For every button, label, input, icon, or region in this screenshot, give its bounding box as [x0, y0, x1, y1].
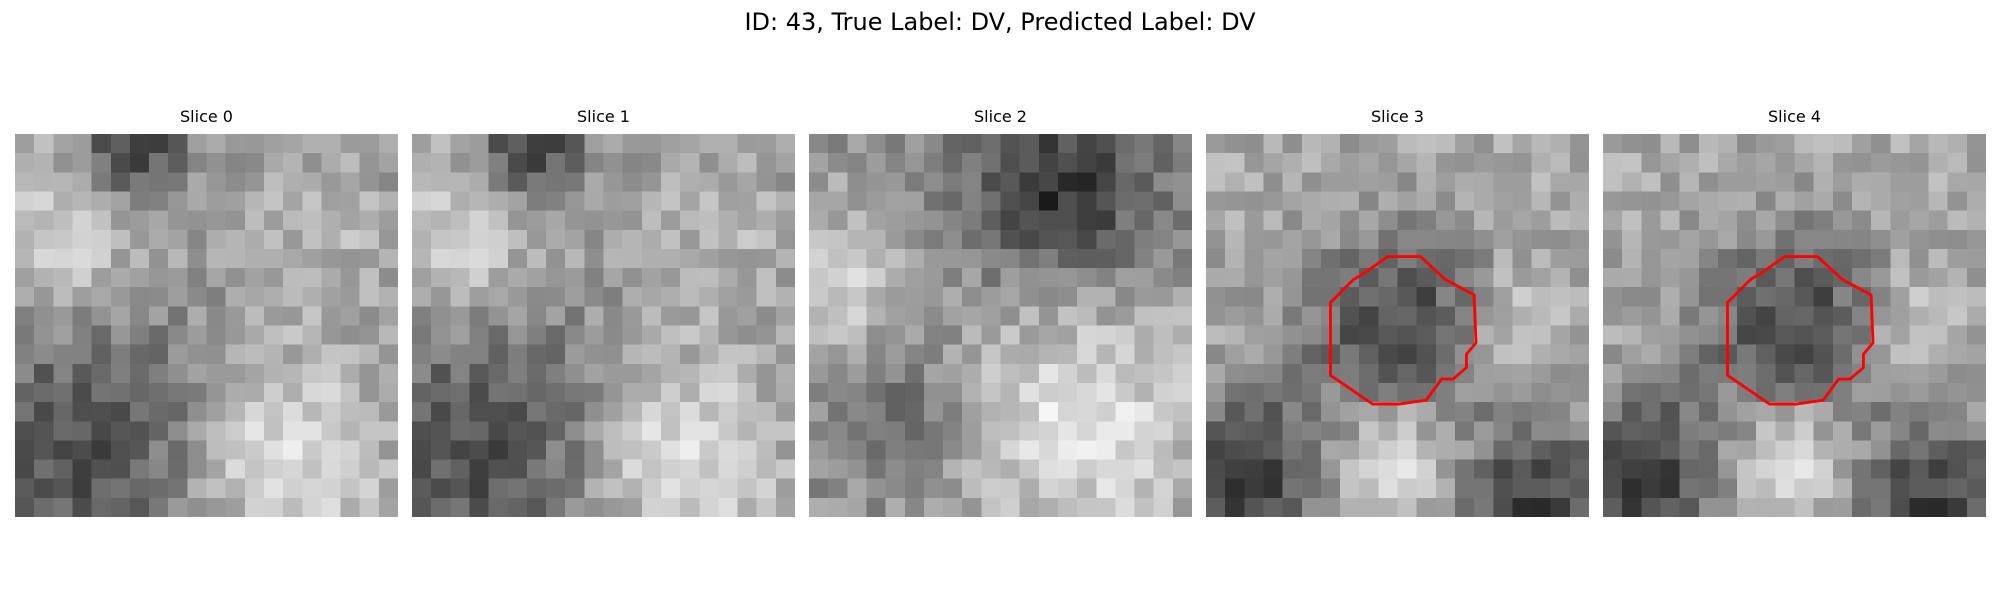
segmentation-contour [1329, 255, 1478, 406]
slice-title: Slice 4 [1768, 107, 1821, 126]
slice-panel-1: Slice 1 [412, 106, 795, 517]
slice-image [809, 134, 1192, 517]
slice-image [412, 134, 795, 517]
slice-panel-0: Slice 0 [15, 106, 398, 517]
slice-title: Slice 1 [577, 107, 630, 126]
slice-image [15, 134, 398, 517]
figure-title: ID: 43, True Label: DV, Predicted Label:… [744, 8, 1256, 36]
slice-title: Slice 0 [180, 107, 233, 126]
slice-image [1206, 134, 1589, 517]
slice-image [1603, 134, 1986, 517]
slice-title: Slice 2 [974, 107, 1027, 126]
slice-panel-2: Slice 2 [809, 106, 1192, 517]
slice-title: Slice 3 [1371, 107, 1424, 126]
slice-panel-3: Slice 3 [1206, 106, 1589, 517]
slice-panel-4: Slice 4 [1603, 106, 1986, 517]
segmentation-contour [1726, 255, 1875, 406]
